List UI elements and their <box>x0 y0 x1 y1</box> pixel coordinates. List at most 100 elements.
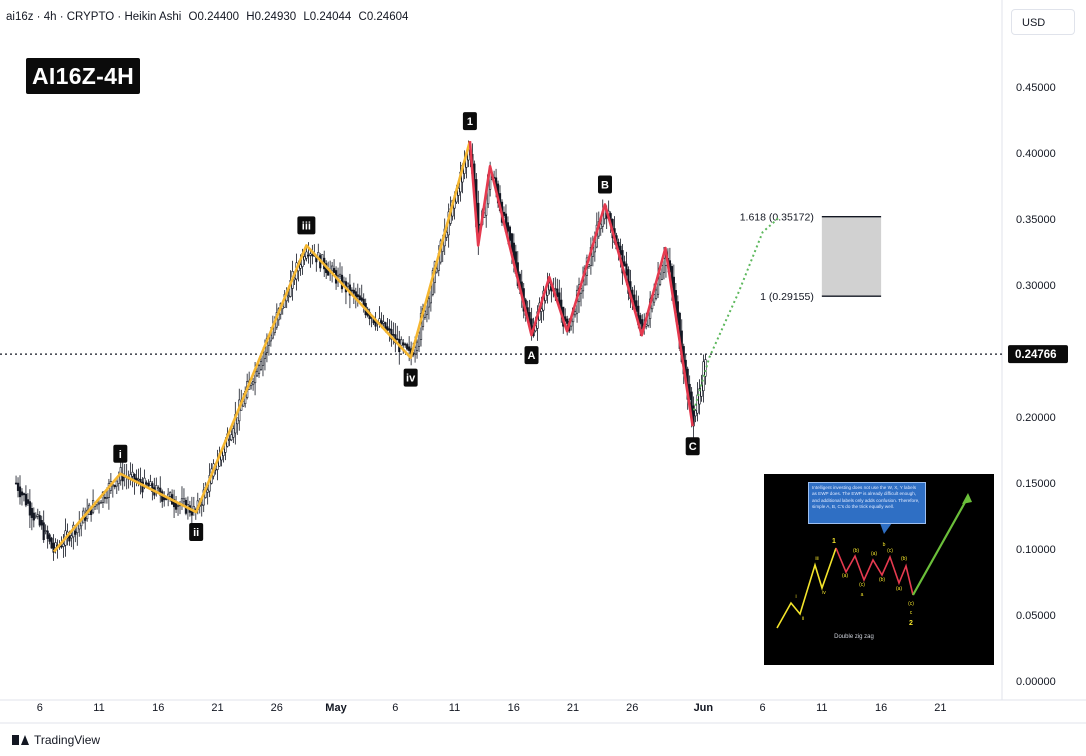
candle-body <box>307 254 310 257</box>
x-tick-label: 21 <box>934 702 946 714</box>
tradingview-brand[interactable]: TradingView <box>12 733 100 747</box>
candle-body <box>704 359 707 377</box>
y-tick-label: 0.45000 <box>1016 82 1056 94</box>
candle-body <box>305 251 308 259</box>
candle-body <box>141 481 144 493</box>
inset-correction-line <box>835 547 914 596</box>
inset-wave-label: iii <box>815 556 818 562</box>
chart-title-badge: AI16Z-4H <box>26 58 141 94</box>
candle-body <box>540 308 543 312</box>
ohlc-high: H0.24930 <box>246 11 297 23</box>
wave-label-ii-box <box>189 523 204 542</box>
impulse-wave-line <box>52 140 472 553</box>
candle-body <box>350 289 353 292</box>
inset-wave-label: (a) <box>842 573 848 579</box>
wave-label-iv: iv <box>406 373 416 385</box>
fib-level-label: 1 (0.29155) <box>760 291 814 303</box>
candle-body <box>402 342 405 346</box>
candle-body <box>404 343 407 346</box>
x-tick-label: 11 <box>93 702 104 714</box>
inset-wave-label: (a) <box>896 586 902 592</box>
inset-wave-label: (a) <box>871 551 877 557</box>
inset-wave-label: c <box>910 610 913 616</box>
inset-wave-label: 2 <box>909 620 913 627</box>
candle-body <box>457 188 460 196</box>
inset-note-pointer <box>880 523 892 534</box>
candle-body <box>97 502 101 505</box>
wave-label-C: C <box>689 441 697 453</box>
candle-body <box>236 417 239 425</box>
candle-body <box>587 264 591 267</box>
candle-body <box>169 492 172 497</box>
candle-body <box>303 256 306 261</box>
candle-body <box>396 338 399 341</box>
candle-body <box>32 512 35 521</box>
candle-body <box>554 288 557 290</box>
inset-wave-label: 1 <box>832 538 836 545</box>
candle-body <box>408 346 411 351</box>
fib-level-label: 1.618 (0.35172) <box>740 212 814 224</box>
wave-label-1-box <box>462 112 477 131</box>
wave-label-B: B <box>601 179 609 191</box>
current-price-tag <box>1008 345 1068 364</box>
wave-label-iii: iii <box>302 220 311 232</box>
candle-body <box>149 481 152 486</box>
candle-body <box>131 471 134 477</box>
candlestick-series <box>14 140 707 561</box>
candle-body <box>14 482 18 485</box>
candle-body <box>255 370 259 377</box>
candle-body <box>700 384 703 397</box>
candle-body <box>28 501 31 516</box>
inset-wave-label: (b) <box>853 548 859 554</box>
candle-body <box>338 273 342 277</box>
candle-body <box>331 265 334 272</box>
inset-wave-label: a <box>861 592 864 598</box>
x-tick-label: 16 <box>152 702 164 714</box>
inset-wave-label: iv <box>822 590 826 596</box>
x-tick-label: May <box>325 702 347 714</box>
candle-body <box>435 268 438 273</box>
candle-body <box>388 328 391 331</box>
inset-wave-label: i <box>795 594 796 600</box>
candle-body <box>24 493 28 506</box>
x-tick-label: 6 <box>392 702 398 714</box>
candle-body <box>311 254 314 257</box>
candle-body <box>105 496 109 499</box>
candle-body <box>34 515 37 518</box>
candle-body <box>623 261 626 267</box>
candle-body <box>174 502 178 510</box>
y-tick-label: 0.00000 <box>1016 676 1056 688</box>
candle-body <box>653 294 656 303</box>
candle-body <box>694 410 697 417</box>
candle-body <box>113 485 116 488</box>
candle-body <box>696 394 699 414</box>
candle-body <box>200 504 203 506</box>
tradingview-logo-icon <box>12 735 29 745</box>
candle-body <box>172 499 176 508</box>
candle-body <box>508 226 511 241</box>
wave-label-B-box <box>597 175 612 194</box>
candle-body <box>62 543 65 547</box>
candle-body <box>115 480 118 487</box>
ohlc-open: O0.24400 <box>188 11 240 23</box>
candle-body <box>48 534 51 542</box>
candle-body <box>18 486 22 498</box>
currency-button[interactable]: USD <box>1011 9 1075 35</box>
candle-body <box>50 537 53 549</box>
candle-body <box>332 268 336 273</box>
candle-body <box>502 211 506 216</box>
candle-body <box>46 530 49 539</box>
y-tick-label: 0.10000 <box>1016 544 1056 556</box>
wave-label-iii-box <box>297 216 316 235</box>
wave-label-A-box <box>524 346 539 365</box>
candle-body <box>336 275 340 278</box>
x-tick-label: 16 <box>508 702 520 714</box>
candle-body <box>386 326 389 331</box>
candle-body <box>382 321 385 324</box>
candle-body <box>70 535 73 539</box>
candle-body <box>287 295 290 298</box>
y-tick-label: 0.20000 <box>1016 412 1056 424</box>
candle-body <box>566 318 569 324</box>
candle-body <box>358 295 361 301</box>
